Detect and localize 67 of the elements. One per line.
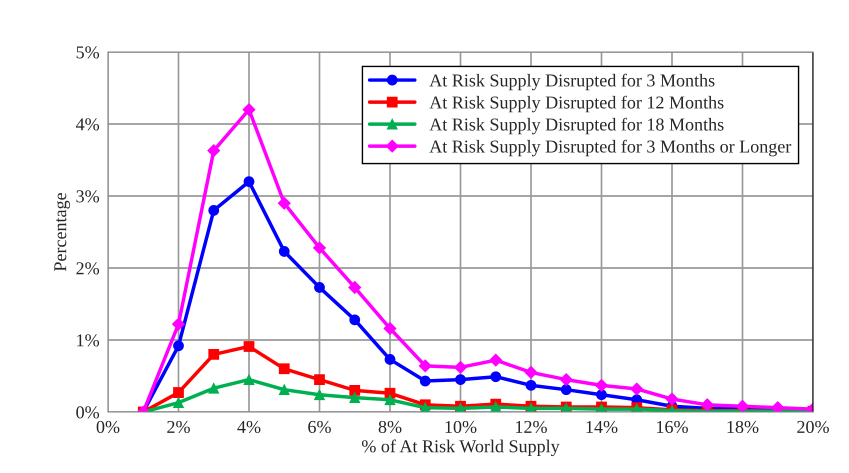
point (314, 389, 325, 400)
point (418, 360, 432, 372)
point (630, 382, 644, 396)
point (244, 341, 254, 352)
x-tick-label: 18% (728, 420, 758, 434)
x-tick-label: 6% (308, 420, 331, 434)
point (278, 246, 290, 257)
legend-label: At Risk Supply Disrupted for 18 Months (429, 118, 724, 134)
point (244, 374, 254, 385)
x-tick-label: 4% (237, 420, 260, 434)
point (384, 354, 396, 365)
point (278, 384, 290, 396)
point (595, 378, 608, 392)
point (349, 314, 360, 326)
point (244, 176, 254, 187)
point (526, 380, 536, 391)
point (455, 374, 466, 385)
x-tick-label: 14% (586, 420, 618, 434)
point (314, 374, 325, 385)
point (454, 360, 467, 374)
point (736, 400, 749, 412)
point (384, 322, 396, 335)
x-tick-label: 10% (446, 420, 476, 434)
point (420, 376, 431, 386)
point (208, 205, 220, 216)
point (208, 349, 220, 360)
point (173, 387, 184, 398)
point (173, 397, 184, 408)
point (349, 385, 360, 396)
point (560, 373, 573, 386)
point (313, 241, 326, 254)
x-tick-label: 8% (378, 420, 402, 434)
y-tick-label: 5% (76, 46, 100, 58)
point (278, 196, 291, 210)
legend-label: At Risk Supply Disrupted for 3 Months or Longer (429, 140, 792, 156)
y-tick-label: 4% (76, 118, 100, 130)
point (489, 354, 502, 367)
point (349, 392, 360, 403)
point (490, 371, 502, 382)
x-tick-label: 16% (657, 420, 688, 434)
point (771, 401, 784, 412)
y-tick-label: 3% (76, 190, 100, 202)
x-tick-label: 0% (96, 420, 120, 434)
point (596, 389, 607, 400)
x-axis-title: % of At Risk World Supply (362, 439, 560, 456)
y-tick-label: 1% (77, 334, 100, 346)
x-tick-label: 12% (516, 420, 547, 434)
point (524, 366, 538, 379)
y-tick-label: 2% (76, 262, 100, 274)
point (242, 103, 256, 116)
point (700, 398, 714, 412)
point (208, 382, 220, 394)
point (278, 363, 290, 374)
point (666, 392, 678, 406)
point (384, 394, 396, 406)
legend-label: At Risk Supply Disrupted for 12 Months (429, 96, 724, 112)
point (207, 144, 220, 158)
point (348, 281, 362, 294)
point (314, 282, 325, 293)
x-tick-label: 2% (167, 420, 190, 434)
y-tick-label: 0% (76, 406, 100, 418)
y-axis-title: Percentage (54, 193, 70, 272)
point (172, 318, 185, 331)
point (560, 384, 572, 396)
x-tick-label: 20% (797, 420, 829, 434)
legend-label: At Risk Supply Disrupted for 3 Months (429, 74, 714, 90)
point (173, 340, 184, 352)
